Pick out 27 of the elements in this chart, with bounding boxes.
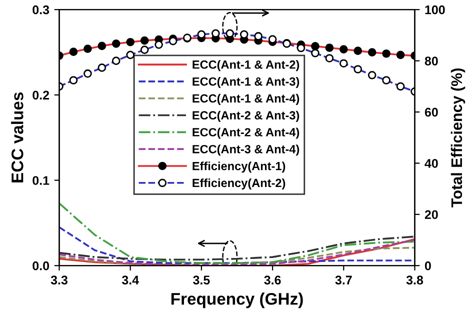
x-tick-label: 3.8 (406, 276, 424, 285)
y2-tick-label: 0 (424, 261, 431, 270)
x-tick-label: 3.3 (50, 276, 68, 285)
y2-tick-label: 80 (424, 56, 438, 66)
y-axis-title: ECC values (11, 92, 24, 182)
x-tick-label: 3.6 (264, 276, 281, 285)
legend-label: ECC(Ant-1 & Ant-4) (192, 94, 300, 105)
legend-label: ECC(Ant-1 & Ant-3) (192, 77, 300, 88)
y-tick-label: 0.3 (32, 5, 50, 14)
legend-label: ECC(Ant-1 & Ant-2) (192, 60, 300, 72)
y2-tick-label: 100 (425, 5, 445, 14)
x-tick-label: 3.5 (193, 276, 210, 285)
y2-axis-title: Total Efficiency (%) (450, 68, 466, 208)
legend-label: ECC(Ant-2 & Ant-3) (192, 110, 300, 122)
y-tick-label: 0.0 (32, 261, 50, 270)
y2-tick-label: 60 (424, 108, 438, 117)
x-tick-label: 3.4 (122, 276, 139, 285)
legend-label: ECC(Ant-3 & Ant-4) (192, 144, 300, 156)
y2-tick-label: 20 (424, 210, 438, 220)
legend-label: Efficiency(Ant-2) (192, 178, 286, 190)
y-tick-label: 0.1 (32, 176, 50, 185)
y2-tick-label: 40 (424, 159, 438, 168)
y-tick-label: 0.2 (32, 90, 50, 100)
x-tick-label: 3.7 (335, 276, 352, 285)
legend-label: ECC(Ant-2 & Ant-4) (192, 128, 300, 139)
legend-label: Efficiency(Ant-1) (192, 162, 286, 173)
x-axis-title: Frequency (GHz) (171, 292, 303, 308)
